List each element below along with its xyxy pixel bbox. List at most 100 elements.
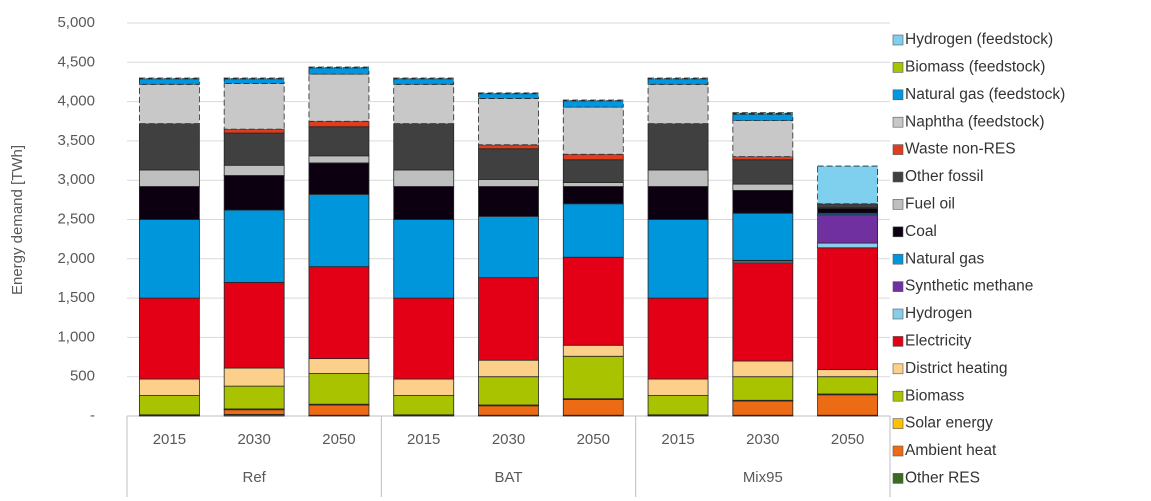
- bar-segment: [647, 297, 709, 380]
- group-label: Mix95: [743, 469, 783, 486]
- bar-segment: [817, 394, 879, 416]
- bar-segment: [223, 281, 285, 369]
- y-tick-label: 3,500: [57, 132, 95, 149]
- bar-segment: [817, 208, 879, 214]
- bar-segment: [393, 169, 455, 187]
- legend-label: Natural gas: [905, 250, 985, 267]
- bar-segment: [223, 367, 285, 387]
- legend-swatch: [892, 226, 904, 238]
- bar-segment: [138, 378, 200, 396]
- bar-segment: [308, 193, 370, 268]
- bar-segment: [732, 112, 794, 114]
- bar-segment: [138, 78, 200, 85]
- legend-swatch: [892, 199, 904, 210]
- legend-swatch: [892, 281, 904, 292]
- bar-segment: [647, 395, 709, 416]
- bar-segment: [562, 355, 624, 400]
- bar-segment: [732, 183, 794, 191]
- legend-swatch: [892, 116, 904, 128]
- legend-swatch: [892, 144, 904, 155]
- bar-segment: [393, 297, 455, 380]
- x-tick-label: 2030: [746, 431, 779, 448]
- bar-segment: [308, 373, 370, 405]
- legend-label: Electricity: [905, 332, 972, 349]
- bar-segment: [647, 123, 709, 171]
- x-tick-label: 2030: [492, 431, 525, 448]
- bar-segment: [478, 92, 539, 95]
- y-tick-label: 2,500: [57, 210, 95, 227]
- legend-swatch: [892, 336, 904, 347]
- y-tick-label: 2,000: [57, 250, 95, 267]
- legend-swatch: [892, 253, 904, 265]
- bar-segment: [817, 165, 879, 205]
- bar-segment: [223, 78, 285, 84]
- bar-segment: [308, 66, 370, 69]
- legend-label: Naphtha (feedstock): [905, 113, 1045, 130]
- bar-segment: [562, 106, 624, 155]
- bar-segment: [393, 186, 455, 220]
- bar-segment: [478, 93, 539, 99]
- y-tick-label: 500: [70, 368, 95, 385]
- legend-swatch: [892, 34, 904, 46]
- bar-segment: [647, 219, 709, 299]
- x-tick-label: 2050: [322, 431, 355, 448]
- bar-segment: [308, 120, 370, 128]
- y-tick-label: 3,000: [57, 171, 95, 188]
- legend-label: Synthetic methane: [905, 278, 1033, 295]
- bar-segment: [817, 369, 879, 378]
- bar-segment: [478, 179, 539, 187]
- bar-segment: [223, 409, 285, 415]
- bar-segment: [562, 256, 624, 346]
- legend-label: Fuel oil: [905, 195, 955, 212]
- bar-segment: [478, 98, 539, 146]
- legend-label: Solar energy: [905, 415, 993, 432]
- y-axis-label: Energy demand [TWh]: [9, 145, 26, 295]
- bar-segment: [223, 175, 285, 211]
- group-label: Ref: [242, 469, 266, 486]
- bar-segment: [393, 78, 455, 85]
- bar-segment: [562, 182, 624, 187]
- legend-label: Natural gas (feedstock): [905, 86, 1065, 103]
- bar-segment: [562, 99, 624, 102]
- legend-label: Waste non-RES: [905, 141, 1016, 158]
- bar-segment: [138, 123, 200, 171]
- bar-segment: [647, 186, 709, 220]
- bar-segment: [817, 247, 879, 371]
- legend-swatch: [892, 171, 904, 183]
- bar-segment: [817, 214, 879, 244]
- bar-segment: [308, 162, 370, 195]
- y-tick-label: 5,000: [57, 14, 95, 31]
- y-tick-label: -: [90, 407, 95, 424]
- bar-segment: [647, 78, 709, 85]
- bar-segment: [478, 376, 539, 406]
- legend-label: Hydrogen (feedstock): [905, 31, 1053, 48]
- bar-segment: [562, 186, 624, 205]
- bar-segment: [732, 190, 794, 214]
- bar-segment: [732, 120, 794, 158]
- group-label: BAT: [494, 469, 522, 486]
- x-tick-label: 2015: [153, 431, 186, 448]
- bar-segment: [393, 77, 455, 80]
- bar-segment: [223, 83, 285, 130]
- legend-label: Biomass (feedstock): [905, 58, 1045, 75]
- bar-segment: [138, 77, 200, 80]
- bar-segment: [223, 164, 285, 176]
- bar-segment: [138, 297, 200, 380]
- bar-segment: [138, 169, 200, 187]
- x-tick-label: 2015: [407, 431, 440, 448]
- bar-segment: [732, 262, 794, 362]
- bar-segment: [732, 159, 794, 185]
- bar-segment: [308, 73, 370, 122]
- bar-segment: [732, 156, 794, 161]
- bar-segment: [562, 153, 624, 161]
- bar-segment: [562, 100, 624, 108]
- bar-segment: [647, 77, 709, 80]
- bar-segment: [308, 155, 370, 164]
- bar-segment: [647, 378, 709, 396]
- legend-label: Hydrogen: [905, 305, 972, 322]
- x-tick-label: 2030: [237, 431, 270, 448]
- bar-segment: [223, 132, 285, 166]
- bar-segment: [138, 395, 200, 416]
- bar-segment: [732, 212, 794, 261]
